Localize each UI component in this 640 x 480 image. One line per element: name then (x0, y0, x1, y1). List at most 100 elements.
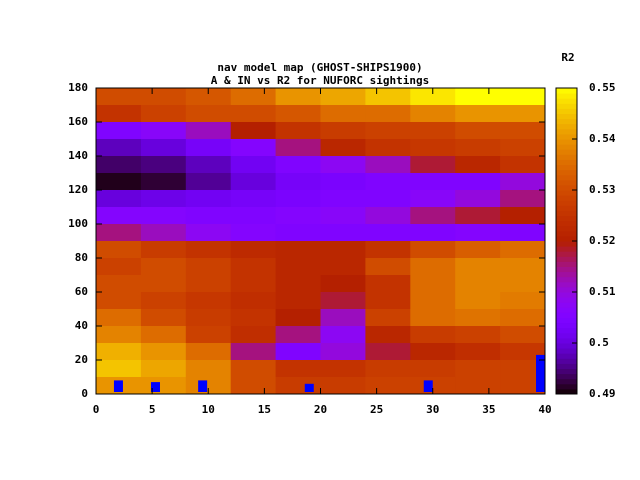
colorbar-segment (556, 276, 577, 283)
colorbar-segment (556, 128, 577, 135)
colorbar-segment (556, 322, 577, 329)
heat-cell (96, 326, 142, 344)
heat-cell (410, 207, 456, 225)
heat-cell (410, 326, 456, 344)
heat-cell (320, 105, 366, 123)
colorbar-segment (556, 123, 577, 130)
x-tick-label: 0 (93, 403, 100, 416)
heat-cell (275, 292, 321, 310)
heat-cell (500, 224, 546, 242)
colorbar-segment (556, 297, 577, 303)
colorbar-tick-label: 0.5 (589, 336, 609, 349)
heat-cell (185, 173, 232, 191)
marker (113, 380, 123, 392)
y-tick-label: 140 (68, 149, 88, 162)
x-tick-label: 40 (538, 403, 551, 416)
heat-cell (410, 309, 456, 327)
colorbar-segment (556, 302, 577, 308)
colorbar-segment (556, 169, 577, 176)
colorbar-segment (556, 378, 577, 385)
heat-cell (96, 258, 142, 276)
colorbar-segment (556, 373, 577, 380)
colorbar-segment (556, 205, 577, 211)
heat-cell (410, 122, 456, 140)
marker (150, 382, 160, 392)
heat-cell (96, 207, 142, 225)
heat-cell (365, 105, 411, 123)
heat-cell (185, 122, 232, 140)
heat-cell (230, 88, 277, 106)
y-tick-label: 20 (75, 353, 88, 366)
colorbar-segment (556, 154, 577, 160)
colorbar-segment (556, 88, 577, 94)
heat-cell (185, 88, 232, 106)
heat-cell (140, 88, 187, 106)
heat-cell (230, 207, 277, 225)
heat-cell (365, 343, 411, 361)
heat-cell (455, 139, 501, 157)
colorbar-tick-label: 0.49 (589, 387, 616, 400)
colorbar-segment (556, 225, 577, 232)
heat-cell (275, 258, 321, 276)
heat-cell (140, 224, 187, 242)
heat-cell (96, 139, 142, 157)
heat-cell (320, 190, 366, 208)
heat-cell (185, 258, 232, 276)
heat-cell (455, 173, 501, 191)
heat-cell (140, 360, 187, 378)
heat-cell (455, 343, 501, 361)
colorbar-segment (556, 281, 577, 288)
heat-cell (185, 207, 232, 225)
y-tick-label: 120 (68, 183, 88, 196)
colorbar-segment (556, 103, 577, 109)
heat-cell (230, 156, 277, 174)
colorbar-segment (556, 113, 577, 120)
x-tick-label: 35 (482, 403, 495, 416)
heat-cell (275, 275, 321, 293)
heat-cell (455, 309, 501, 327)
heat-cell (320, 241, 366, 259)
heat-cell (96, 156, 142, 174)
heat-cell (365, 377, 411, 395)
heat-cell (410, 377, 456, 395)
heat-cell (320, 224, 366, 242)
heat-cell (275, 326, 321, 344)
heat-cell (500, 343, 546, 361)
heat-cell (275, 139, 321, 157)
heat-cell (96, 275, 142, 293)
heat-cell (410, 275, 456, 293)
heat-cell (140, 156, 187, 174)
heat-cell (185, 105, 232, 123)
colorbar-tick-label: 0.51 (589, 285, 616, 298)
colorbar-segment (556, 133, 577, 140)
colorbar-segment (556, 210, 577, 216)
heat-cell (185, 360, 232, 378)
heat-cell (96, 241, 142, 259)
heat-cell (365, 258, 411, 276)
colorbar-segment (556, 118, 577, 125)
heat-cell (320, 88, 366, 106)
colorbar-segment (556, 93, 577, 99)
heat-cell (320, 309, 366, 327)
colorbar-segment (556, 307, 577, 313)
colorbar-segment (556, 251, 577, 257)
heat-cell (455, 275, 501, 293)
heat-cell (96, 224, 142, 242)
heat-cell (500, 241, 546, 259)
heat-cell (500, 88, 546, 106)
heat-cell (230, 258, 277, 276)
heat-cell (410, 190, 456, 208)
colorbar-segment (556, 368, 577, 375)
colorbar-segment (556, 256, 577, 262)
y-tick-label: 60 (75, 285, 88, 298)
heat-cell (140, 105, 187, 123)
heat-cell (365, 122, 411, 140)
colorbar-segment (556, 159, 577, 165)
heat-cell (455, 241, 501, 259)
heat-cell (455, 156, 501, 174)
heat-cell (230, 173, 277, 191)
colorbar-segment (556, 144, 577, 150)
colorbar-segment (556, 332, 577, 339)
heat-cell (230, 292, 277, 310)
heat-cell (275, 309, 321, 327)
